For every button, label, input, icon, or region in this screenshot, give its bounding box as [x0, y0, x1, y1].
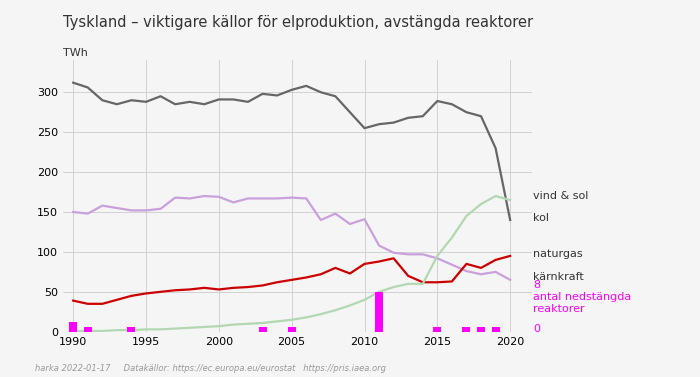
Bar	[463, 327, 470, 332]
Bar	[477, 327, 485, 332]
Text: Tyskland – viktigare källor för elproduktion, avstängda reaktorer: Tyskland – viktigare källor för elproduk…	[63, 15, 533, 30]
Bar	[433, 327, 441, 332]
Bar	[258, 327, 267, 332]
Text: 8: 8	[533, 280, 540, 290]
Bar	[491, 327, 500, 332]
Bar	[127, 327, 136, 332]
Text: naturgas: naturgas	[533, 249, 583, 259]
Bar	[375, 292, 383, 332]
Text: vind & sol: vind & sol	[533, 191, 589, 201]
Bar	[288, 327, 295, 332]
Text: harka 2022-01-17     Datakällor: https://ec.europa.eu/eurostat   https://pris.ia: harka 2022-01-17 Datakällor: https://ec.…	[35, 364, 386, 373]
Bar	[69, 322, 77, 332]
Text: TWh: TWh	[63, 48, 88, 58]
Text: antal nedstängda
reaktorer: antal nedstängda reaktorer	[533, 292, 631, 314]
Bar	[84, 327, 92, 332]
Text: kol: kol	[533, 213, 550, 222]
Text: 0: 0	[533, 324, 540, 334]
Text: kärnkraft: kärnkraft	[533, 273, 584, 282]
